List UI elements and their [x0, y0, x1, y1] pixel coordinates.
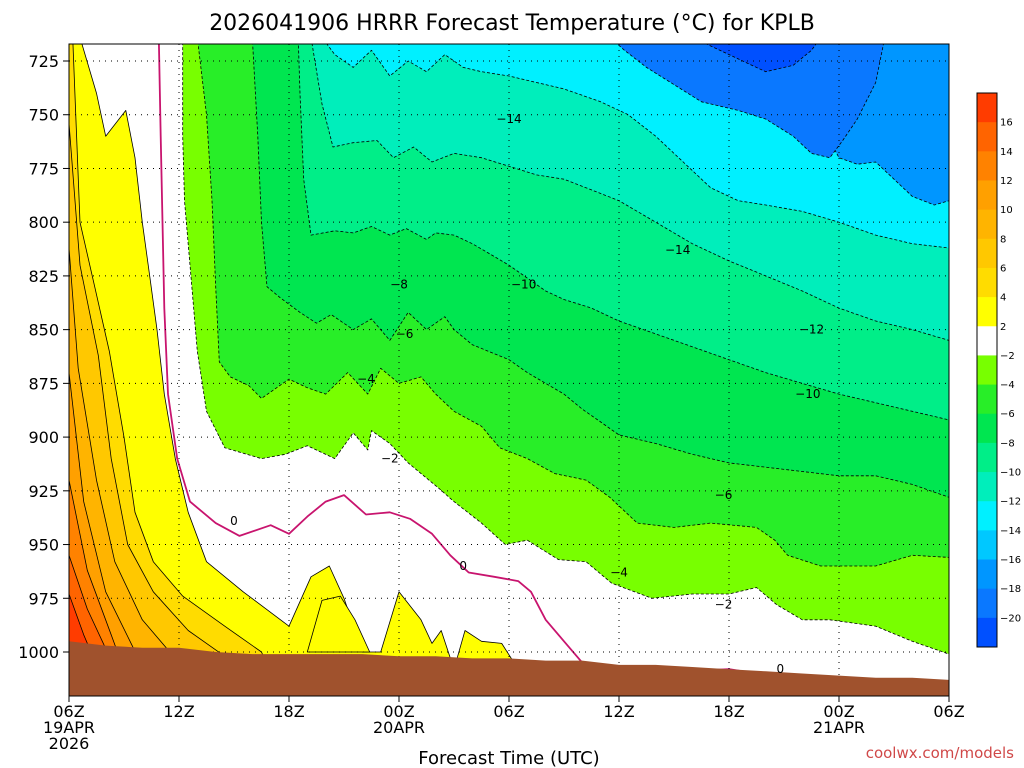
contour-label-9: −6: [715, 488, 733, 502]
x-tick-label-36-0: 18Z: [713, 702, 744, 721]
region-cold-layer-minus18C: [616, 44, 884, 159]
x-tick-label-0-2: 2026: [49, 734, 90, 753]
contour-label-10: 0: [230, 514, 238, 528]
y-tick-label-900: 900: [28, 428, 59, 447]
terrain-layer: [69, 641, 949, 696]
y-tick-label-750: 750: [28, 106, 59, 125]
colorbar-label--4: −4: [1000, 380, 1015, 391]
region-warm-blob-2C: [306, 595, 371, 653]
colorbar-band--8: [977, 413, 997, 444]
colorbar-band-4: [977, 267, 997, 298]
x-tick-label-30-0: 12Z: [603, 702, 634, 721]
y-tick-label-725: 725: [28, 52, 59, 71]
colorbar-label--6: −6: [1000, 409, 1015, 420]
x-tick-label-0-1: 19APR: [43, 718, 95, 737]
contour-label-12: −4: [610, 565, 628, 579]
grid-lines: [69, 44, 949, 696]
colorbar-label-10: 10: [1000, 205, 1013, 216]
temperature-fill-layer: [69, 44, 949, 696]
colorbar-band--12: [977, 472, 997, 502]
contour-label-3: −10: [511, 278, 536, 292]
colorbar-frame: [976, 92, 998, 648]
contour-label-5: −12: [799, 323, 824, 337]
y-tick-label-925: 925: [28, 482, 59, 501]
contour-label-1: −14: [665, 243, 690, 257]
x-axis-label: Forecast Time (UTC): [418, 748, 599, 768]
colorbar-band-6: [977, 238, 997, 269]
colorbar-band-12: [977, 151, 997, 181]
y-tick-label-950: 950: [28, 536, 59, 555]
contour-label-7: −10: [795, 387, 820, 401]
contour-label-14: 0: [777, 662, 785, 676]
colorbar-band-8: [977, 209, 997, 240]
colorbar-label--18: −18: [1000, 584, 1021, 595]
contour-label-11: 0: [459, 559, 467, 573]
contour-label-4: −6: [396, 327, 414, 341]
colorbar-band--22: [977, 617, 997, 648]
contour-label-13: −2: [715, 598, 733, 612]
contour-label-6: −4: [357, 372, 375, 386]
colorbar-label--16: −16: [1000, 555, 1021, 566]
colorbar-band--20: [977, 588, 997, 619]
colorbar-band--2: [977, 326, 997, 356]
colorbar-band--10: [977, 442, 997, 473]
colorbar-band-10: [977, 180, 997, 211]
colorbar-label-6: 6: [1000, 263, 1006, 274]
colorbar-band--4: [977, 355, 997, 386]
colorbar-label--12: −12: [1000, 497, 1021, 508]
x-tick-label-18-0: 00Z: [383, 702, 414, 721]
x-tick-label-6-0: 12Z: [163, 702, 194, 721]
contour-label-8: −2: [381, 452, 399, 466]
colorbar-band-2: [977, 297, 997, 327]
colorbar-label-8: 8: [1000, 234, 1006, 245]
terrain-fill: [69, 641, 949, 696]
x-tick-label-24-0: 06Z: [493, 702, 524, 721]
y-tick-label-775: 775: [28, 159, 59, 178]
x-tick-label-42-1: 21APR: [813, 718, 865, 737]
colorbar-label--8: −8: [1000, 438, 1015, 449]
y-tick-label-1000: 1000: [18, 643, 59, 662]
colorbar-label-14: 14: [1000, 147, 1013, 158]
colorbar-label--20: −20: [1000, 613, 1021, 624]
x-tick-label-0-0: 06Z: [53, 702, 84, 721]
colorbar-band--6: [977, 384, 997, 415]
contour-label-2: −8: [390, 278, 408, 292]
colorbar-label--2: −2: [1000, 351, 1015, 362]
colorbar-band--14: [977, 501, 997, 531]
y-tick-label-975: 975: [28, 589, 59, 608]
colorbar-band--18: [977, 559, 997, 590]
x-tick-label-12-0: 18Z: [273, 702, 304, 721]
colorbar-band--16: [977, 530, 997, 561]
y-axis: 725 750 775 800 825 850 875 900 925 950 975 1000: [18, 52, 69, 662]
colorbar-label--10: −10: [1000, 468, 1021, 479]
colorbar-band-16: [977, 93, 997, 123]
colorbar-label-16: 16: [1000, 118, 1013, 129]
contour-label-0: −14: [496, 112, 521, 126]
x-tick-label-48-0: 06Z: [933, 702, 964, 721]
credit-text[interactable]: coolwx.com/models: [866, 744, 1014, 762]
colorbar-label-4: 4: [1000, 293, 1006, 304]
x-tick-label-18-1: 20APR: [373, 718, 425, 737]
colorbar-label-12: 12: [1000, 176, 1013, 187]
y-tick-label-850: 850: [28, 321, 59, 340]
colorbar: 16 14 12 10 8 6 4 2 −2 −4 −6 −8 −10 −12 −14 −16 −18 −20: [976, 92, 1021, 648]
region-warm-surface-layer-2C: [69, 44, 514, 696]
colorbar-band-14: [977, 122, 997, 152]
contour-label-layer: −14 −14 −8 −10 −6 −12 −4 −10 −2 −6 0 0 −4 −2 0: [230, 112, 824, 676]
colorbar-label--14: −14: [1000, 526, 1021, 537]
y-tick-label-875: 875: [28, 374, 59, 393]
colorbar-label-2: 2: [1000, 322, 1006, 333]
y-tick-label-800: 800: [28, 213, 59, 232]
region-cold-layer-minus20C: [705, 44, 817, 73]
chart-title: 2026041906 HRRR Forecast Temperature (°C…: [209, 11, 815, 36]
y-tick-label-825: 825: [28, 267, 59, 286]
x-tick-label-42-0: 00Z: [823, 702, 854, 721]
